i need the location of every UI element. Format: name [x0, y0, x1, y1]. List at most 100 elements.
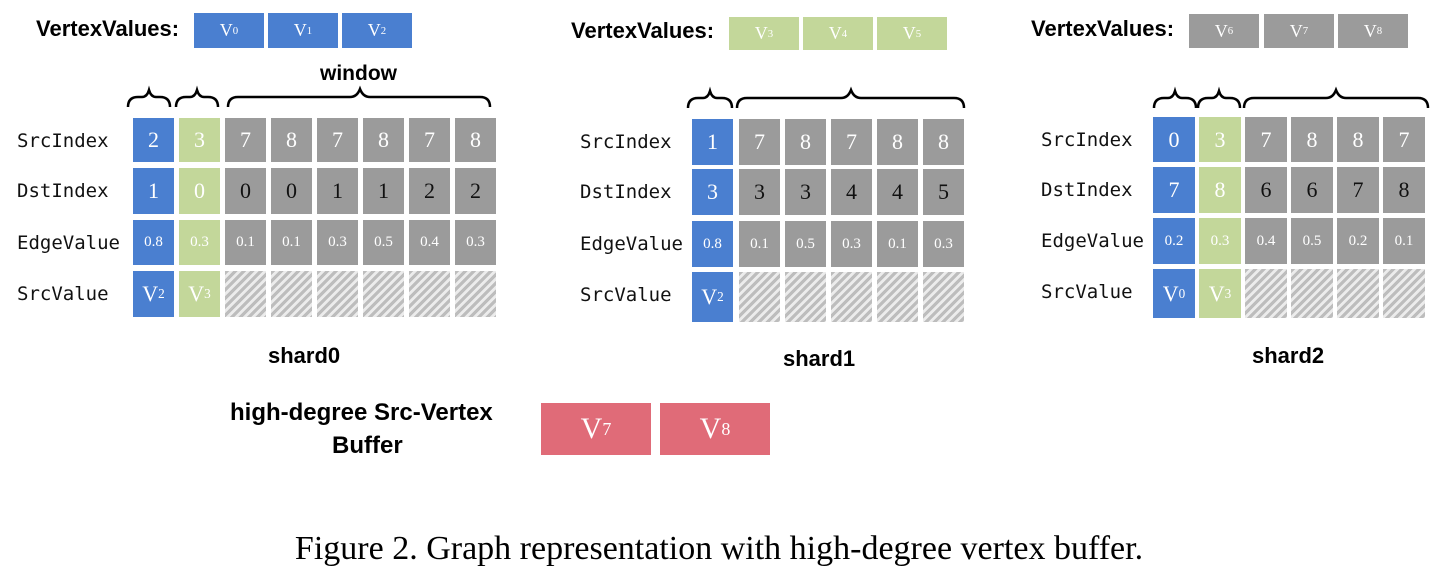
- shard-name-0: shard0: [268, 343, 341, 368]
- edge-value-cell: 0.3: [317, 220, 358, 265]
- dst-index-cell: 0: [271, 168, 312, 214]
- dst-index-cell: 1: [363, 168, 404, 214]
- edge-value-cell: 0.1: [271, 220, 312, 265]
- src-index-cell: 8: [785, 119, 826, 165]
- src-index-cell: 8: [271, 118, 312, 162]
- dst-index-cell: 8: [1383, 167, 1425, 213]
- src-index-cell: 7: [225, 118, 266, 162]
- row-label-edge-value-1: EdgeValue: [580, 233, 683, 255]
- dst-index-cell: 6: [1245, 167, 1287, 213]
- row-label-dst-index-2: DstIndex: [1041, 179, 1133, 201]
- dst-index-cell: 5: [923, 169, 964, 215]
- row-label-src-value-0: SrcValue: [17, 283, 109, 305]
- src-index-cell: 7: [1245, 117, 1287, 162]
- src-value-empty-cell: [1383, 269, 1425, 318]
- edge-value-cell: 0.8: [133, 220, 174, 265]
- src-index-cell: 7: [739, 119, 780, 165]
- src-index-cell: 7: [831, 119, 872, 165]
- edge-value-cell: 0.3: [831, 221, 872, 267]
- buffer-label-line1: high-degree Src-Vertex: [230, 399, 493, 426]
- dst-index-cell: 4: [877, 169, 918, 215]
- src-value-empty-cell: [363, 271, 404, 317]
- src-value-empty-cell: [409, 271, 450, 317]
- src-index-cell: 0: [1153, 117, 1195, 162]
- edge-value-cell: 0.4: [409, 220, 450, 265]
- src-value-empty-cell: [317, 271, 358, 317]
- edge-value-cell: 0.5: [785, 221, 826, 267]
- edge-value-cell: 0.1: [877, 221, 918, 267]
- shard-name-2: shard2: [1252, 343, 1325, 368]
- edge-value-cell: 0.5: [1291, 218, 1333, 264]
- dst-index-cell: 7: [1153, 167, 1195, 213]
- dst-index-cell: 2: [409, 168, 450, 214]
- src-value-empty-cell: [877, 272, 918, 322]
- src-value-empty-cell: [739, 272, 780, 322]
- row-label-dst-index-1: DstIndex: [580, 181, 672, 203]
- src-value-empty-cell: [831, 272, 872, 322]
- edge-value-cell: 0.3: [923, 221, 964, 267]
- src-value-empty-cell: [1245, 269, 1287, 318]
- src-index-cell: 3: [1199, 117, 1241, 162]
- dst-index-cell: 1: [133, 168, 174, 214]
- src-index-cell: 7: [1383, 117, 1425, 162]
- src-index-cell: 8: [923, 119, 964, 165]
- figure-caption: Figure 2. Graph representation with high…: [294, 530, 1144, 567]
- src-index-cell: 8: [1291, 117, 1333, 162]
- src-value-empty-cell: [785, 272, 826, 322]
- edge-value-cell: 0.5: [363, 220, 404, 265]
- edge-value-cell: 0.4: [1245, 218, 1287, 264]
- edge-value-cell: 0.3: [179, 220, 220, 265]
- src-value-empty-cell: [455, 271, 496, 317]
- edge-value-cell: 0.8: [692, 221, 733, 267]
- src-index-cell: 1: [692, 119, 733, 165]
- edge-value-cell: 0.1: [1383, 218, 1425, 264]
- src-value-empty-cell: [271, 271, 312, 317]
- row-label-src-value-1: SrcValue: [580, 284, 672, 306]
- dst-index-cell: 2: [455, 168, 496, 214]
- src-index-cell: 8: [877, 119, 918, 165]
- src-index-cell: 8: [1337, 117, 1379, 162]
- src-value-empty-cell: [1291, 269, 1333, 318]
- src-index-cell: 8: [363, 118, 404, 162]
- dst-index-cell: 3: [739, 169, 780, 215]
- edge-value-cell: 0.3: [1199, 218, 1241, 264]
- shard-name-1: shard1: [783, 346, 856, 371]
- dst-index-cell: 8: [1199, 167, 1241, 213]
- edge-value-cell: 0.2: [1153, 218, 1195, 264]
- window-label: window: [320, 62, 397, 85]
- src-index-cell: 8: [455, 118, 496, 162]
- src-value-empty-cell: [923, 272, 964, 322]
- dst-index-cell: 4: [831, 169, 872, 215]
- row-label-dst-index-0: DstIndex: [17, 180, 109, 202]
- buffer-label-line2: Buffer: [332, 432, 403, 459]
- src-index-cell: 2: [133, 118, 174, 162]
- src-value-empty-cell: [1337, 269, 1379, 318]
- row-label-src-index-2: SrcIndex: [1041, 129, 1133, 151]
- dst-index-cell: 3: [692, 169, 733, 215]
- vertex-values-label-1: VertexValues:: [571, 18, 715, 43]
- src-index-cell: 7: [409, 118, 450, 162]
- src-value-empty-cell: [225, 271, 266, 317]
- row-label-edge-value-2: EdgeValue: [1041, 230, 1144, 252]
- dst-index-cell: 7: [1337, 167, 1379, 213]
- edge-value-cell: 0.3: [455, 220, 496, 265]
- edge-value-cell: 0.2: [1337, 218, 1379, 264]
- edge-value-cell: 0.1: [225, 220, 266, 265]
